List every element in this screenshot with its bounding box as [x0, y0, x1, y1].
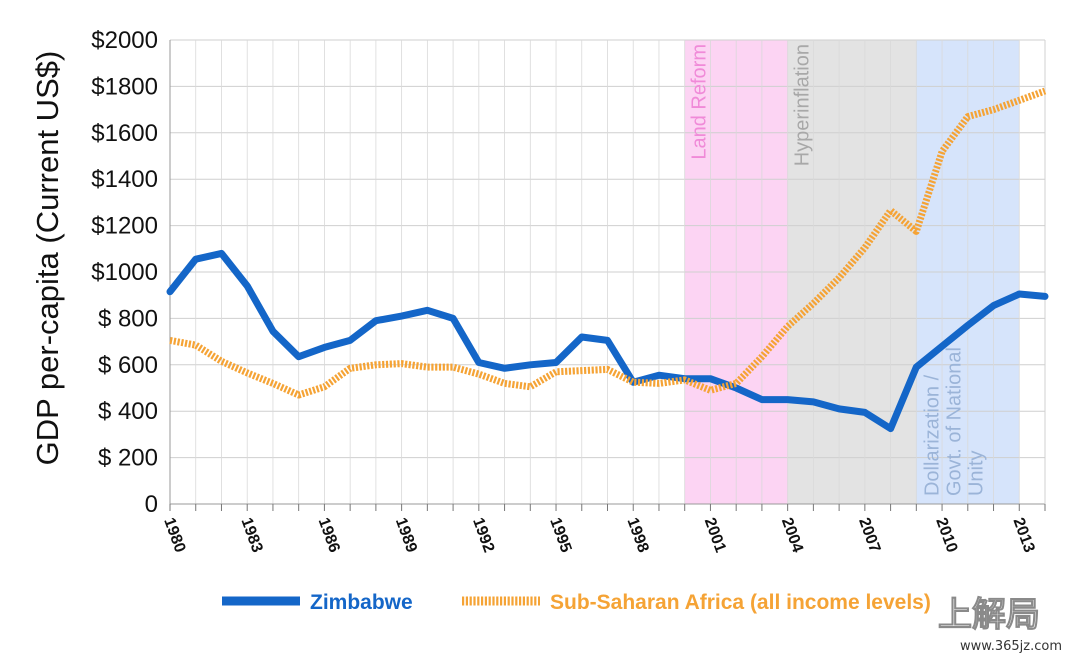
watermark-url: www.365jz.com	[960, 639, 1062, 654]
watermark-logo: 上解局	[938, 595, 1040, 635]
x-tick-label: 2001	[701, 516, 729, 555]
watermark: 上解局 www.365jz.com	[938, 595, 1062, 655]
band-label-2-line-1: Govt. of National	[943, 347, 965, 496]
x-tick-label: 1986	[315, 516, 343, 555]
series-line-1	[169, 87, 1047, 399]
y-tick-label: $ 400	[98, 398, 158, 425]
series-line-0	[166, 249, 1049, 433]
x-tick-label: 1980	[160, 516, 188, 555]
y-axis-ticks: 0 $ 200 $ 400 $ 600 $ 800 $1000 $1200 $1400 $160…	[91, 27, 158, 518]
y-tick-label: $ 800	[98, 305, 158, 332]
band-label-1: Hyperinflation	[792, 44, 814, 166]
legend-label-1: Sub-Saharan Africa (all income levels)	[550, 591, 931, 614]
y-tick-label: $ 200	[98, 445, 158, 472]
band-label-0: Land Reform	[689, 44, 711, 160]
x-tick-label: 1989	[392, 516, 420, 555]
y-tick-label: $1600	[91, 120, 158, 147]
y-tick-label: 0	[145, 491, 158, 518]
legend: Zimbabwe Sub-Saharan Africa (all income l…	[222, 591, 931, 614]
x-axis-ticks: 1980 1983 1986 1989 1992 1995 1998 2001 2004 2007…	[160, 504, 1046, 555]
x-tick-label: 1995	[546, 516, 574, 555]
x-tick-label: 1992	[469, 516, 497, 555]
x-tick-label: 2013	[1010, 516, 1038, 555]
x-tick-label: 1983	[237, 516, 265, 555]
y-tick-label: $1200	[91, 213, 158, 240]
y-tick-label: $1000	[91, 259, 158, 286]
legend-label-0: Zimbabwe	[310, 591, 413, 614]
y-axis-label: GDP per-capita (Current US$)	[30, 51, 65, 466]
x-tick-label: 2010	[932, 516, 960, 555]
grid-lines	[169, 39, 1046, 505]
band-labels: Land Reform Hyperinflation Dollarization /…	[689, 44, 988, 496]
band-label-2-line-0: Dollarization /	[921, 374, 943, 496]
x-tick-label: 1998	[623, 516, 651, 555]
y-tick-label: $1800	[91, 73, 158, 100]
y-tick-label: $ 600	[98, 352, 158, 379]
y-tick-label: $2000	[91, 27, 158, 54]
band-label-2-line-2: Unity	[965, 450, 987, 496]
x-tick-label: 2007	[855, 516, 883, 555]
x-tick-label: 2004	[778, 516, 806, 555]
series-lines	[166, 87, 1049, 433]
y-tick-label: $1400	[91, 166, 158, 193]
